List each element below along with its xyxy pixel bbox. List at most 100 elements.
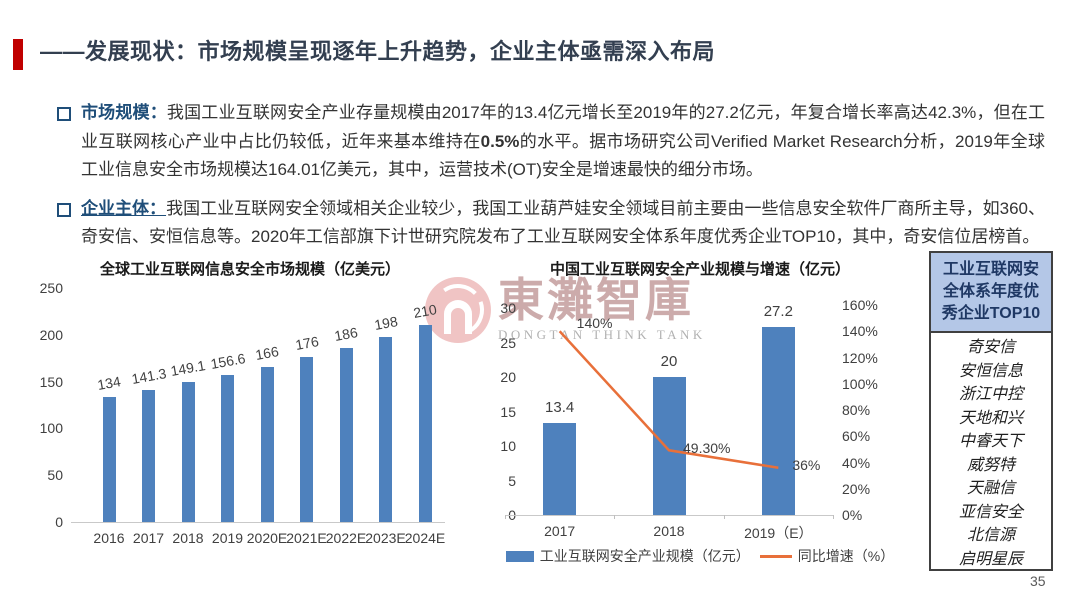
line-point-label: 36% xyxy=(792,456,821,473)
x-axis-category-label: 2018 xyxy=(172,530,204,546)
x-axis-tick-mark xyxy=(614,515,616,519)
top10-header-line: 秀企业TOP10 xyxy=(941,305,1041,322)
top10-list-item: 奇安信 xyxy=(966,339,1015,356)
y-axis-tick-label: 50 xyxy=(47,467,63,484)
right-y-axis-tick-label: 100% xyxy=(842,375,878,392)
top10-list-item: 天融信 xyxy=(966,480,1015,497)
bar xyxy=(418,325,432,522)
top10-list-item: 中睿天下 xyxy=(958,433,1023,450)
x-axis-category-label: 2024E xyxy=(404,530,446,546)
y-axis-tick-label: 0 xyxy=(55,514,63,530)
left-y-axis-tick-label: 10 xyxy=(500,438,516,454)
market-bold-value: 0.5% xyxy=(480,131,520,151)
x-axis-category-label: 2016 xyxy=(93,530,125,546)
right-y-axis-tick-label: 160% xyxy=(842,297,878,313)
bar xyxy=(379,336,392,522)
top10-list-item: 安恒信息 xyxy=(958,362,1023,380)
enterprise-text-1: 我国工业互联网安全领域相关企业较少，我国工业葫芦娃安全领域目前主要由一些信息安全… xyxy=(81,198,1045,247)
page-title: ——发展现状：市场规模呈现逐年上升趋势，企业主体亟需深入布局 xyxy=(40,39,716,64)
title-accent-bar xyxy=(13,39,23,70)
top10-list: 奇安信安恒信息浙江中控天地和兴中睿天下威努特天融信亚信安全北信源启明星辰 xyxy=(931,333,1051,574)
legend-item-line-series: 同比增速（%） xyxy=(759,546,895,566)
bar-value-label: 27.2 xyxy=(763,303,793,321)
right-y-axis-tick-label: 140% xyxy=(842,323,878,340)
bar-value-label: 210 xyxy=(412,301,438,322)
bar xyxy=(142,389,155,522)
right-y-axis-tick-label: 40% xyxy=(842,454,871,471)
top10-list-item: 亚信安全 xyxy=(958,503,1023,521)
square-bullet-icon xyxy=(57,107,71,121)
x-axis-line xyxy=(71,522,445,523)
x-axis-category-label: 2020E xyxy=(246,530,288,546)
bar xyxy=(652,377,686,515)
bar xyxy=(543,422,577,515)
y-axis-tick-label: 200 xyxy=(39,326,63,343)
market-paragraph: 市场规模：我国工业互联网安全产业存量规模由2017年的13.4亿元增长至2019… xyxy=(57,99,1045,185)
left-y-axis-tick-label: 15 xyxy=(500,403,516,420)
chart-legend: 工业互联网安全产业规模（亿元） 同比增速（%） xyxy=(490,546,910,566)
legend-item-bar-series: 工业互联网安全产业规模（亿元） xyxy=(505,546,750,566)
legend-line-swatch-icon xyxy=(759,554,792,558)
legend-bar-label: 工业互联网安全产业规模（亿元） xyxy=(539,548,750,564)
enterprise-paragraph-text: 企业主体：我国工业互联网安全领域相关企业较少，我国工业葫芦娃安全领域目前主要由一… xyxy=(81,195,1045,252)
bar xyxy=(339,347,353,522)
bar xyxy=(761,327,795,515)
market-paragraph-text: 市场规模：我国工业互联网安全产业存量规模由2017年的13.4亿元增长至2019… xyxy=(81,99,1045,185)
top10-list-item: 启明星辰 xyxy=(958,550,1023,568)
x-axis-category-label: 2018 xyxy=(653,523,685,539)
square-bullet-icon xyxy=(57,202,71,217)
y-axis-tick-label: 250 xyxy=(39,280,63,296)
x-axis-category-label: 2019 xyxy=(211,530,244,546)
chart1-title: 全球工业互联网信息安全市场规模（亿美元） xyxy=(99,261,400,278)
legend-bar-swatch-icon xyxy=(505,550,534,562)
top10-list-item: 北信源 xyxy=(966,527,1015,544)
right-y-axis-tick-label: 0% xyxy=(842,507,863,523)
enterprise-lead-label: 企业主体： xyxy=(81,198,167,218)
top10-header-line: 工业互联网安 xyxy=(942,261,1039,278)
top10-list-item: 威努特 xyxy=(966,456,1015,474)
x-axis-line xyxy=(505,515,833,516)
left-y-axis-tick-label: 5 xyxy=(508,472,516,489)
right-y-axis-tick-label: 80% xyxy=(842,402,871,418)
bar-value-label: 20 xyxy=(660,353,678,370)
market-lead-label: 市场规模： xyxy=(81,103,167,122)
x-axis-category-label: 2017 xyxy=(544,523,576,539)
page-number: 35 xyxy=(1030,573,1046,589)
x-axis-category-label: 2023E xyxy=(365,530,406,546)
x-axis-category-label: 2021E xyxy=(286,530,327,546)
bar xyxy=(300,357,313,522)
x-axis-category-label: 2017 xyxy=(132,530,165,546)
y-axis-tick-label: 150 xyxy=(39,373,63,390)
enterprise-paragraph: 企业主体：我国工业互联网安全领域相关企业较少，我国工业葫芦娃安全领域目前主要由一… xyxy=(57,195,1045,252)
line-point-label: 49.30% xyxy=(683,440,731,457)
bar xyxy=(181,382,195,522)
market-text-2: 的水平。据市场研究公司Verified Market Research分析，20… xyxy=(81,131,1046,180)
body-text-block: 市场规模：我国工业互联网安全产业存量规模由2017年的13.4亿元增长至2019… xyxy=(57,99,1045,252)
bar-value-label: 13.4 xyxy=(545,398,575,416)
market-text-1: 我国工业互联网安全产业存量规模由2017年的13.4亿元增长至2019年的27.… xyxy=(81,103,1046,151)
left-y-axis-tick-label: 25 xyxy=(500,334,516,351)
x-axis-tick-mark xyxy=(833,515,834,519)
right-y-axis-tick-label: 20% xyxy=(842,480,871,497)
line-point-label: 140% xyxy=(576,315,613,332)
bar xyxy=(221,375,234,522)
chart2-title: 中国工业互联网安全产业规模与增速（亿元） xyxy=(549,261,850,278)
x-axis-tick-mark xyxy=(723,515,725,519)
right-y-axis-tick-label: 120% xyxy=(842,349,878,366)
bar xyxy=(260,366,274,522)
global-market-bar-chart: 全球工业互联网信息安全市场规模（亿美元） 0 50 100 150 200 250 134 2… xyxy=(35,250,465,562)
x-axis-category-label: 2019（E） xyxy=(744,525,813,541)
top10-header: 工业互联网安 全体系年度优 秀企业TOP10 xyxy=(931,253,1051,333)
right-y-axis-tick-label: 60% xyxy=(842,428,871,445)
left-y-axis-tick-label: 20 xyxy=(500,369,516,385)
bar xyxy=(102,396,116,522)
left-y-axis-tick-label: 30 xyxy=(500,300,516,316)
top10-list-item: 天地和兴 xyxy=(958,409,1023,427)
x-axis-category-label: 2022E xyxy=(325,530,367,546)
top10-list-item: 浙江中控 xyxy=(958,386,1023,403)
china-market-combo-chart: 中国工业互联网安全产业规模与增速（亿元） 0510152025300%20%40… xyxy=(490,250,910,572)
y-axis-tick-label: 100 xyxy=(39,420,63,437)
legend-line-label: 同比增速（%） xyxy=(797,548,895,564)
x-axis-tick-mark xyxy=(505,515,506,519)
